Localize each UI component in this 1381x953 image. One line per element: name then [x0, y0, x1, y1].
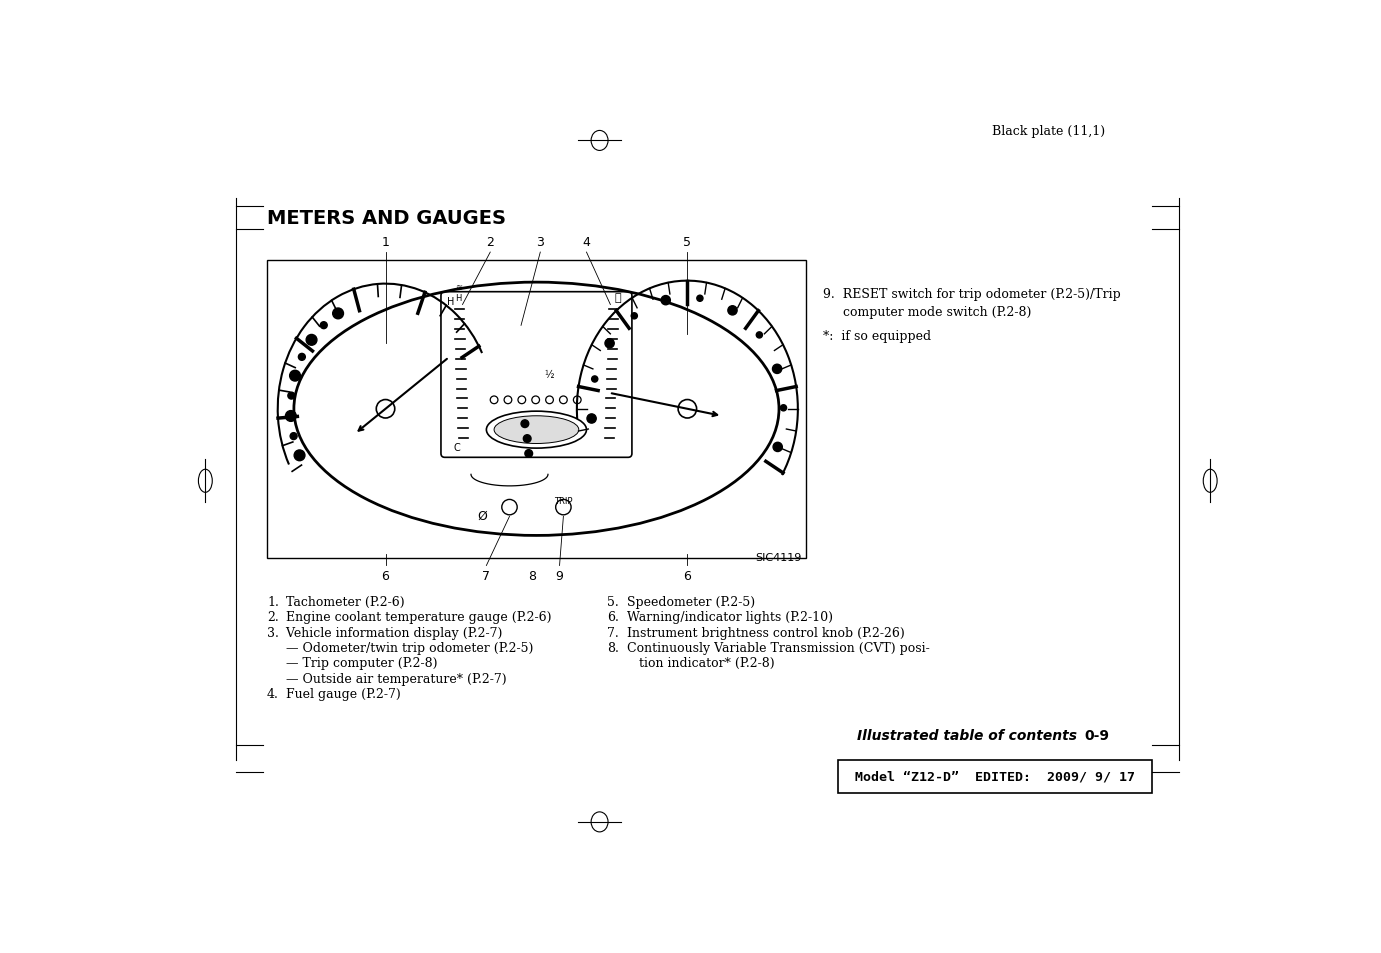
Text: Model “Z12-D”  EDITED:  2009/ 9/ 17: Model “Z12-D” EDITED: 2009/ 9/ 17 — [855, 770, 1135, 783]
Ellipse shape — [486, 412, 587, 449]
Text: 1.: 1. — [267, 595, 279, 608]
Text: C: C — [454, 442, 460, 453]
Text: tion indicator* (P.2-8): tion indicator* (P.2-8) — [619, 657, 775, 670]
Circle shape — [287, 393, 294, 399]
Circle shape — [290, 371, 301, 381]
Circle shape — [521, 420, 529, 428]
Circle shape — [772, 365, 782, 374]
Circle shape — [697, 295, 703, 302]
Text: Tachometer (P.2-6): Tachometer (P.2-6) — [279, 595, 405, 608]
Text: 7: 7 — [482, 570, 490, 582]
Text: Warning/indicator lights (P.2-10): Warning/indicator lights (P.2-10) — [619, 611, 833, 623]
Text: 5: 5 — [684, 236, 692, 249]
Text: 1: 1 — [381, 236, 389, 249]
Text: — Odometer/twin trip odometer (P.2-5): — Odometer/twin trip odometer (P.2-5) — [279, 641, 534, 655]
Circle shape — [773, 443, 782, 452]
Text: ½: ½ — [544, 370, 554, 379]
Text: 2: 2 — [486, 236, 494, 249]
Circle shape — [320, 322, 327, 330]
Circle shape — [290, 434, 297, 440]
Text: Ø: Ø — [478, 509, 487, 521]
Text: 9.  RESET switch for trip odometer (P.2-5)/Trip
     computer mode switch (P.2-8: 9. RESET switch for trip odometer (P.2-5… — [823, 288, 1120, 318]
Text: Speedometer (P.2-5): Speedometer (P.2-5) — [619, 595, 755, 608]
Text: 3.: 3. — [267, 626, 279, 639]
Circle shape — [757, 333, 762, 338]
Text: *:  if so equipped: *: if so equipped — [823, 330, 931, 343]
Circle shape — [286, 411, 297, 422]
Text: SIC4119: SIC4119 — [755, 552, 802, 562]
Circle shape — [307, 335, 316, 346]
Text: Engine coolant temperature gauge (P.2-6): Engine coolant temperature gauge (P.2-6) — [279, 611, 552, 623]
Text: Continuously Variable Transmission (CVT) posi-: Continuously Variable Transmission (CVT)… — [619, 641, 929, 655]
Text: 8: 8 — [529, 570, 537, 582]
Circle shape — [333, 309, 344, 319]
Circle shape — [298, 354, 305, 361]
Circle shape — [605, 339, 615, 349]
Circle shape — [376, 400, 395, 418]
Circle shape — [523, 436, 532, 443]
Text: 8.: 8. — [608, 641, 619, 655]
Circle shape — [780, 405, 787, 412]
Text: 4: 4 — [583, 236, 591, 249]
Text: 6.: 6. — [608, 611, 619, 623]
Text: 3: 3 — [536, 236, 544, 249]
Text: ≋
H: ≋ H — [456, 283, 463, 302]
Text: — Trip computer (P.2-8): — Trip computer (P.2-8) — [279, 657, 438, 670]
Circle shape — [587, 415, 597, 424]
Text: 5.: 5. — [608, 595, 619, 608]
Text: 0-9: 0-9 — [1084, 728, 1110, 742]
Text: METERS AND GAUGES: METERS AND GAUGES — [267, 210, 505, 228]
Text: 7.: 7. — [608, 626, 619, 639]
Text: H: H — [447, 296, 454, 306]
Text: TRIP: TRIP — [554, 497, 573, 506]
Text: Instrument brightness control knob (P.2-26): Instrument brightness control knob (P.2-… — [619, 626, 905, 639]
Text: 2.: 2. — [267, 611, 279, 623]
Circle shape — [678, 400, 696, 418]
Bar — [267, 260, 807, 558]
Text: 4.: 4. — [267, 687, 279, 700]
Circle shape — [525, 450, 533, 457]
Text: 9: 9 — [555, 570, 563, 582]
Text: 6: 6 — [381, 570, 389, 582]
Circle shape — [728, 307, 737, 315]
Circle shape — [591, 376, 598, 383]
Ellipse shape — [494, 416, 579, 444]
Text: ⛽: ⛽ — [615, 293, 621, 302]
Text: — Outside air temperature* (P.2-7): — Outside air temperature* (P.2-7) — [279, 672, 507, 685]
Bar — [838, 760, 1152, 793]
Text: Vehicle information display (P.2-7): Vehicle information display (P.2-7) — [279, 626, 503, 639]
Text: Black plate (11,1): Black plate (11,1) — [993, 125, 1105, 138]
Circle shape — [294, 451, 305, 461]
Text: Fuel gauge (P.2-7): Fuel gauge (P.2-7) — [279, 687, 402, 700]
Text: 6: 6 — [684, 570, 692, 582]
Text: Illustrated table of contents: Illustrated table of contents — [858, 728, 1077, 742]
Circle shape — [631, 314, 638, 319]
Circle shape — [661, 296, 670, 306]
